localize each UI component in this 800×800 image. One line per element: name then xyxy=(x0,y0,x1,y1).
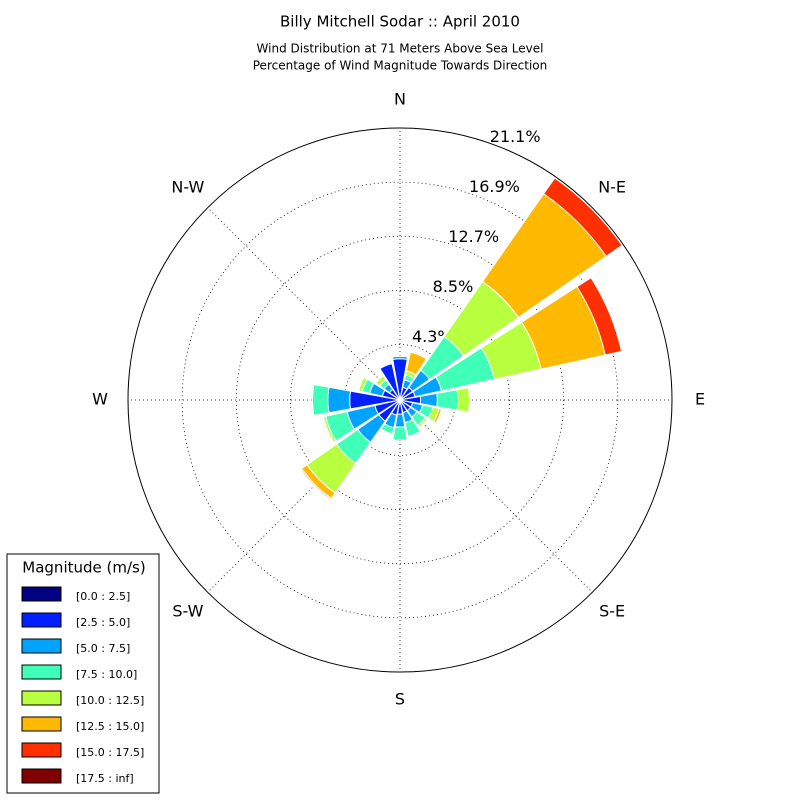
legend-label: [7.5 : 10.0] xyxy=(76,668,137,681)
legend-label: [2.5 : 5.0] xyxy=(76,616,130,629)
r-tick-label: 12.7% xyxy=(448,227,499,246)
direction-label: S-W xyxy=(172,602,203,621)
chart-subtitle: Percentage of Wind Magnitude Towards Dir… xyxy=(253,59,547,73)
wind-bar xyxy=(456,387,471,413)
wind-bar xyxy=(590,277,623,352)
wind-bar xyxy=(380,428,393,435)
wind-bar xyxy=(392,438,408,441)
legend-swatch xyxy=(21,664,62,680)
radial-grid-line xyxy=(207,207,401,401)
grid-circle xyxy=(235,235,565,565)
chart-title: Billy Mitchell Sodar :: April 2010 xyxy=(280,13,520,31)
legend-swatch xyxy=(21,768,62,784)
wind-bar xyxy=(468,387,471,413)
wind-bar xyxy=(375,375,384,384)
chart-subtitle: Wind Distribution at 71 Meters Above Sea… xyxy=(257,42,544,56)
wind-bar xyxy=(392,355,408,358)
direction-label: S xyxy=(395,690,405,709)
legend-swatch xyxy=(21,716,62,732)
wind-bar xyxy=(311,384,330,416)
legend-label: [10.0 : 12.5] xyxy=(76,694,144,707)
plot-area: 4.3%8.5%12.7%16.9%21.1%NN-EES-ESS-WWN-W xyxy=(92,90,705,709)
grid-circle xyxy=(181,181,619,619)
legend-title: Magnitude (m/s) xyxy=(22,559,145,577)
direction-label: S-E xyxy=(599,602,625,621)
r-tick-label: 8.5% xyxy=(433,277,474,296)
wind-bar xyxy=(407,431,421,438)
legend-label: [17.5 : inf] xyxy=(76,772,134,785)
wind-bar xyxy=(392,426,408,441)
legend-swatch xyxy=(21,690,62,706)
direction-label: W xyxy=(92,390,108,409)
polar-frame xyxy=(127,127,673,673)
legend-label: [5.0 : 7.5] xyxy=(76,642,130,655)
wind-bar xyxy=(311,384,315,416)
legend: Magnitude (m/s) [0.0 : 2.5] [2.5 : 5.0] [5… xyxy=(6,553,160,794)
legend-label: [0.0 : 2.5] xyxy=(76,590,130,603)
wind-bar xyxy=(436,389,459,411)
r-tick-label: 16.9% xyxy=(469,177,520,196)
legend-swatch xyxy=(21,742,62,758)
wind-bar xyxy=(379,362,393,369)
wind-bar xyxy=(410,351,427,360)
legend-swatch xyxy=(21,638,62,654)
direction-label: N-E xyxy=(598,177,626,196)
legend-swatch xyxy=(21,586,62,602)
direction-label: N xyxy=(394,90,406,109)
radial-grid-line xyxy=(207,399,401,593)
wind-bar xyxy=(300,469,331,500)
legend-label: [12.5 : 15.0] xyxy=(76,720,144,733)
wind-bar xyxy=(327,386,352,414)
radial-grid-line xyxy=(399,399,593,593)
direction-label: E xyxy=(695,390,705,409)
r-tick-label: 21.1% xyxy=(490,127,541,146)
legend-label: [15.0 : 17.5] xyxy=(76,746,144,759)
legend-swatch xyxy=(21,612,62,628)
direction-label: N-W xyxy=(171,177,204,196)
